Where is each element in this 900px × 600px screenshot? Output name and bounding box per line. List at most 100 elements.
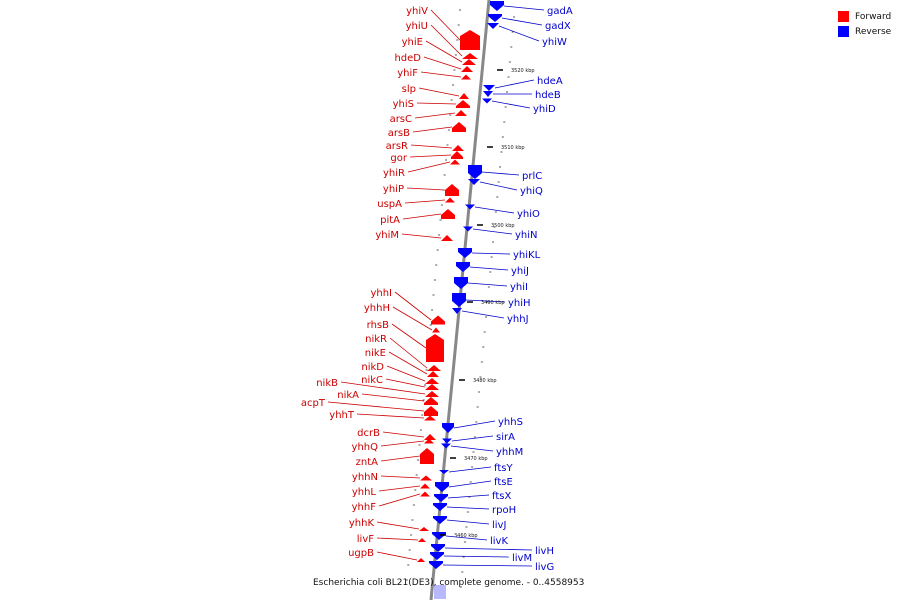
gene-label-forward[interactable]: nikC — [361, 375, 383, 386]
gene-feature-reverse[interactable] — [468, 165, 482, 179]
gene-label-forward[interactable]: yhhQ — [352, 442, 379, 453]
gene-feature-forward[interactable] — [459, 93, 469, 99]
gene-feature-reverse[interactable] — [432, 532, 446, 540]
gene-label-reverse[interactable]: yhiKL — [513, 250, 541, 261]
gene-label-forward[interactable]: yhhT — [329, 410, 355, 421]
gene-feature-reverse[interactable] — [442, 423, 454, 433]
gene-feature-reverse[interactable] — [483, 85, 495, 91]
gene-feature-forward[interactable] — [462, 53, 478, 59]
gene-feature-forward[interactable] — [420, 448, 434, 464]
gene-feature-forward[interactable] — [451, 151, 463, 159]
gene-feature-forward[interactable] — [462, 59, 476, 65]
gene-feature-forward[interactable] — [420, 491, 430, 497]
gene-label-reverse[interactable]: prlC — [522, 171, 542, 182]
gene-label-forward[interactable]: nikR — [365, 334, 387, 345]
gene-label-forward[interactable]: arsR — [386, 141, 408, 152]
gene-label-reverse[interactable]: yhiH — [508, 298, 531, 309]
gene-label-forward[interactable]: yhiV — [406, 6, 428, 17]
gene-feature-forward[interactable] — [450, 159, 460, 165]
gene-feature-reverse[interactable] — [490, 1, 504, 11]
gene-label-forward[interactable]: yhiF — [397, 68, 418, 79]
gene-label-reverse[interactable]: yhiN — [515, 230, 538, 241]
gene-feature-forward[interactable] — [418, 538, 426, 542]
gene-label-forward[interactable]: yhiU — [406, 21, 428, 32]
gene-feature-forward[interactable] — [431, 315, 445, 325]
gene-feature-forward[interactable] — [424, 406, 438, 416]
gene-label-reverse[interactable]: yhiI — [510, 282, 528, 293]
gene-label-forward[interactable]: livF — [357, 534, 374, 545]
gene-label-reverse[interactable]: rpoH — [492, 505, 516, 516]
gene-feature-forward[interactable] — [427, 371, 439, 377]
gene-feature-forward[interactable] — [419, 527, 429, 531]
gene-label-forward[interactable]: yhhH — [364, 303, 390, 314]
gene-label-reverse[interactable]: yhiO — [517, 209, 540, 220]
gene-label-reverse[interactable]: ftsY — [494, 463, 513, 474]
gene-label-forward[interactable]: rhsB — [367, 320, 389, 331]
gene-label-forward[interactable]: gor — [390, 153, 407, 164]
gene-label-reverse[interactable]: hdeB — [535, 90, 561, 101]
gene-feature-reverse[interactable] — [431, 544, 445, 552]
gene-feature-forward[interactable] — [424, 434, 436, 440]
gene-feature-reverse[interactable] — [429, 561, 443, 569]
gene-label-reverse[interactable]: livH — [535, 546, 554, 557]
gene-feature-forward[interactable] — [461, 66, 473, 72]
gene-label-forward[interactable]: nikA — [337, 390, 359, 401]
gene-label-forward[interactable]: yhiP — [383, 184, 404, 195]
gene-label-reverse[interactable]: yhhM — [496, 447, 523, 458]
gene-label-forward[interactable]: yhhK — [349, 518, 375, 529]
gene-label-reverse[interactable]: ftsX — [492, 491, 511, 502]
gene-label-reverse[interactable]: livK — [490, 536, 508, 547]
gene-feature-reverse[interactable] — [442, 438, 452, 444]
gene-feature-reverse[interactable] — [452, 293, 466, 307]
gene-label-forward[interactable]: arsC — [390, 114, 412, 125]
gene-feature-forward[interactable] — [460, 30, 480, 50]
gene-label-reverse[interactable]: hdeA — [537, 76, 563, 87]
gene-label-forward[interactable]: ugpB — [348, 548, 374, 559]
gene-feature-forward[interactable] — [420, 475, 432, 481]
gene-feature-reverse[interactable] — [452, 308, 462, 314]
gene-feature-forward[interactable] — [452, 122, 466, 132]
gene-feature-forward[interactable] — [445, 197, 455, 203]
gene-label-reverse[interactable]: ftsE — [494, 477, 513, 488]
gene-feature-reverse[interactable] — [454, 277, 468, 289]
gene-label-forward[interactable]: yhhL — [352, 487, 377, 498]
gene-label-reverse[interactable]: gadA — [547, 6, 573, 17]
gene-label-forward[interactable]: yhhN — [352, 472, 378, 483]
gene-feature-forward[interactable] — [420, 483, 430, 489]
gene-feature-reverse[interactable] — [482, 98, 492, 104]
gene-feature-reverse[interactable] — [468, 179, 480, 185]
gene-label-forward[interactable]: yhiM — [375, 230, 399, 241]
gene-label-reverse[interactable]: livJ — [492, 520, 506, 531]
gene-feature-forward[interactable] — [427, 365, 441, 371]
gene-feature-reverse[interactable] — [465, 204, 475, 210]
gene-feature-reverse[interactable] — [439, 470, 449, 474]
gene-label-reverse[interactable]: yhhS — [498, 417, 523, 428]
gene-label-forward[interactable]: nikE — [365, 348, 386, 359]
gene-feature-forward[interactable] — [445, 184, 459, 196]
gene-label-forward[interactable]: yhhI — [370, 288, 392, 299]
gene-label-forward[interactable]: yhhF — [352, 502, 377, 513]
gene-feature-forward[interactable] — [432, 327, 440, 333]
gene-label-forward[interactable]: arsB — [388, 128, 410, 139]
gene-label-forward[interactable]: acpT — [301, 398, 326, 409]
gene-label-forward[interactable]: nikB — [316, 378, 338, 389]
gene-label-reverse[interactable]: yhhJ — [507, 314, 529, 325]
gene-feature-forward[interactable] — [461, 74, 471, 80]
gene-feature-forward[interactable] — [456, 100, 470, 108]
gene-feature-forward[interactable] — [426, 334, 444, 362]
gene-label-reverse[interactable]: yhiQ — [520, 186, 543, 197]
gene-feature-forward[interactable] — [425, 378, 439, 384]
gene-feature-forward[interactable] — [452, 145, 464, 151]
gene-feature-forward[interactable] — [424, 415, 436, 421]
gene-feature-forward[interactable] — [424, 438, 434, 444]
gene-feature-reverse[interactable] — [434, 494, 448, 502]
gene-feature-reverse[interactable] — [487, 23, 499, 29]
gene-label-forward[interactable]: yhiS — [393, 99, 414, 110]
gene-feature-forward[interactable] — [417, 558, 425, 562]
gene-label-forward[interactable]: slp — [402, 84, 416, 95]
gene-feature-reverse[interactable] — [430, 552, 444, 560]
gene-label-forward[interactable]: dcrB — [357, 428, 380, 439]
gene-feature-reverse[interactable] — [458, 248, 472, 258]
gene-feature-forward[interactable] — [425, 384, 439, 390]
gene-label-forward[interactable]: uspA — [377, 199, 402, 210]
